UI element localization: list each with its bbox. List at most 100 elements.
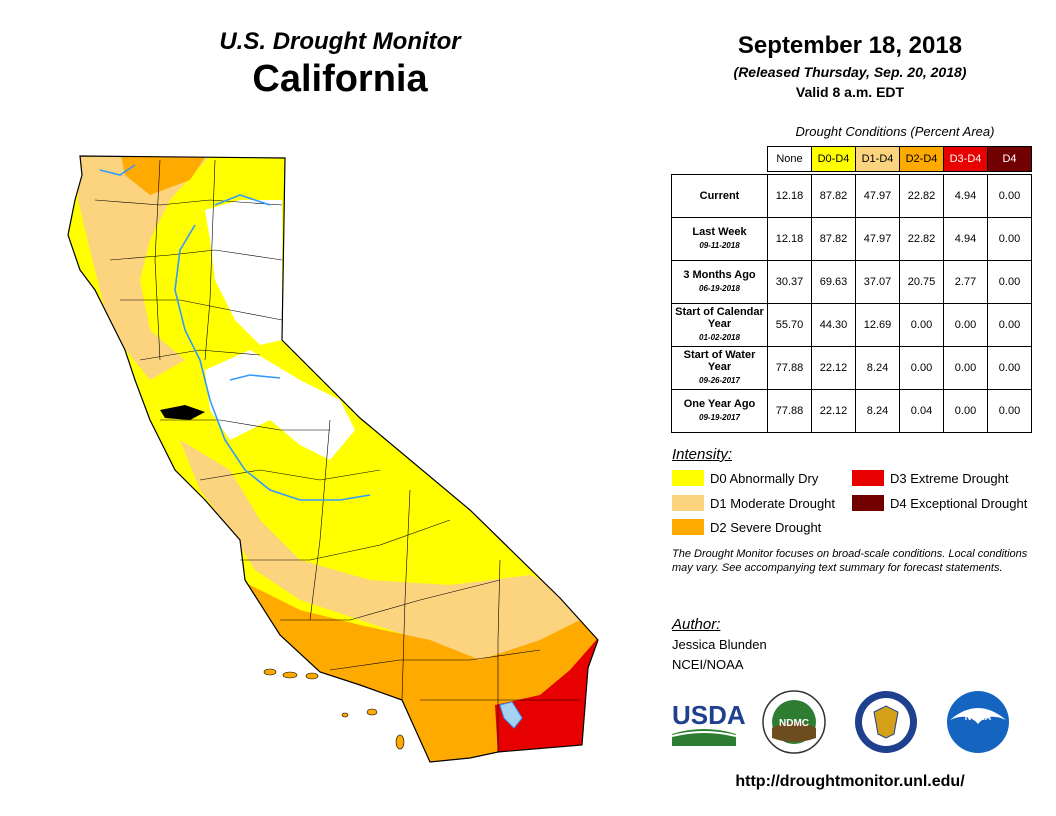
- disclaimer-note: The Drought Monitor focuses on broad-sca…: [672, 548, 1028, 574]
- table-cell: 37.07: [855, 260, 900, 304]
- row-label: One Year Ago 09-19-2017: [671, 389, 768, 433]
- channel-islands: [263, 668, 405, 750]
- table-cell: 77.88: [767, 346, 812, 390]
- monitor-title: U.S. Drought Monitor: [219, 28, 461, 55]
- row-label-text: Start of Water Year: [683, 349, 756, 373]
- row-date: 01-02-2018: [699, 333, 740, 342]
- table-cell: 0.00: [899, 303, 944, 347]
- row-label: Current: [671, 174, 768, 218]
- legend-label: D4 Exceptional Drought: [890, 496, 1028, 511]
- column-header: D4: [987, 146, 1032, 172]
- row-label: Start of Calendar Year 01-02-2018: [671, 303, 768, 347]
- table-cell: 0.00: [899, 346, 944, 390]
- table-cell: 0.00: [987, 346, 1032, 390]
- column-header: D2-D4: [899, 146, 944, 172]
- row-label: 3 Months Ago 06-19-2018: [671, 260, 768, 304]
- release-date: (Released Thursday, Sep. 20, 2018): [733, 64, 967, 80]
- usda-logo: USDA: [671, 700, 746, 746]
- table-cell: 12.18: [767, 217, 812, 261]
- legend-label: D2 Severe Drought: [710, 520, 822, 535]
- row-date: 09-19-2017: [699, 413, 740, 422]
- website-url[interactable]: http://droughtmonitor.unl.edu/: [735, 773, 965, 790]
- ndmc-logo-text: NDMC: [779, 718, 809, 729]
- row-label: Last Week 09-11-2018: [671, 217, 768, 261]
- column-header: D1-D4: [855, 146, 900, 172]
- legend-label: D3 Extreme Drought: [890, 471, 1009, 486]
- table-cell: 0.00: [987, 217, 1032, 261]
- legend-swatch: [672, 519, 704, 535]
- column-header: D0-D4: [811, 146, 856, 172]
- table-cell: 2.77: [943, 260, 988, 304]
- legend-label: D0 Abnormally Dry: [710, 471, 819, 486]
- table-cell: 47.97: [855, 217, 900, 261]
- salton-sea: [499, 701, 523, 729]
- table-cell: 47.97: [855, 174, 900, 218]
- title-block: U.S. Drought Monitor California: [150, 28, 530, 101]
- map-date: September 18, 2018: [737, 32, 963, 59]
- row-date: 09-11-2018: [699, 241, 740, 250]
- row-label-text: One Year Ago: [683, 398, 756, 410]
- table-row: Current 12.18 87.82 47.97 22.82 4.94 0.00: [671, 174, 1032, 218]
- row-label: Start of Water Year 09-26-2017: [671, 346, 768, 390]
- legend-label: D1 Moderate Drought: [710, 496, 836, 511]
- table-cell: 69.63: [811, 260, 856, 304]
- table-cell: 8.24: [855, 346, 900, 390]
- table-row: Start of Water Year 09-26-2017 77.88 22.12 8…: [671, 346, 1032, 390]
- row-date: 09-26-2017: [699, 376, 740, 385]
- table-cell: 87.82: [811, 217, 856, 261]
- table-cell: 12.69: [855, 303, 900, 347]
- column-header: None: [767, 146, 812, 172]
- author-name: Jessica Blunden: [672, 637, 767, 652]
- table-row: 3 Months Ago 06-19-2018 30.37 69.63 37.07 20.…: [671, 260, 1032, 304]
- table-corner: [672, 147, 768, 172]
- state-outline: [67, 155, 599, 763]
- date-block: September 18, 2018 (Released Thursday, S…: [660, 32, 1040, 100]
- table-cell: 44.30: [811, 303, 856, 347]
- table-cell: 12.18: [767, 174, 812, 218]
- state-title: California: [252, 58, 428, 100]
- legend-swatch: [672, 495, 704, 511]
- row-label-text: 3 Months Ago: [683, 269, 756, 281]
- table-cell: 0.00: [943, 303, 988, 347]
- noaa-logo-text: NOAA: [965, 712, 992, 722]
- legend-swatch: [852, 495, 884, 511]
- table-cell: 22.82: [899, 217, 944, 261]
- row-label-text: Start of Calendar Year: [675, 306, 764, 330]
- table-row: Start of Calendar Year 01-02-2018 55.70 44.…: [671, 303, 1032, 347]
- table-cell: 0.00: [943, 389, 988, 433]
- table-cell: 0.00: [987, 260, 1032, 304]
- legend-swatch: [672, 470, 704, 486]
- noaa-logo: NOAA: [947, 691, 1009, 753]
- table-cell: 22.12: [811, 346, 856, 390]
- county-lines: [94, 159, 580, 752]
- ndmc-logo: NDMC: [762, 690, 826, 754]
- column-header: D3-D4: [943, 146, 988, 172]
- table-cell: 87.82: [811, 174, 856, 218]
- valid-time: Valid 8 a.m. EDT: [795, 84, 905, 100]
- row-label-text: Current: [699, 190, 740, 202]
- table-cell: 0.00: [943, 346, 988, 390]
- author-title: Author:: [672, 616, 721, 633]
- d2-region-north: [120, 156, 210, 195]
- table-cell: 20.75: [899, 260, 944, 304]
- d1-region-north: [78, 156, 215, 380]
- row-date: 06-19-2018: [699, 284, 740, 293]
- legend-swatch: [852, 470, 884, 486]
- rivers: [99, 164, 371, 501]
- usda-logo-text: USDA: [672, 700, 746, 730]
- table-cell: 55.70: [767, 303, 812, 347]
- table-cell: 22.12: [811, 389, 856, 433]
- table-cell: 22.82: [899, 174, 944, 218]
- commerce-seal: [855, 691, 917, 753]
- table-caption: Drought Conditions (Percent Area): [795, 124, 995, 139]
- sf-bay: [160, 405, 205, 420]
- table-cell: 0.00: [987, 303, 1032, 347]
- table-cell: 4.94: [943, 174, 988, 218]
- intensity-title: Intensity:: [672, 446, 733, 463]
- table-cell: 0.04: [899, 389, 944, 433]
- table-row: Last Week 09-11-2018 12.18 87.82 47.97 22.82 4…: [671, 217, 1032, 261]
- table-cell: 8.24: [855, 389, 900, 433]
- california-drought-map: [67, 155, 599, 763]
- d3-region: [495, 638, 598, 755]
- drought-conditions-table: None D0-D4 D1-D4 D2-D4 D3-D4 D4 Current 12.18 87…: [671, 146, 1032, 433]
